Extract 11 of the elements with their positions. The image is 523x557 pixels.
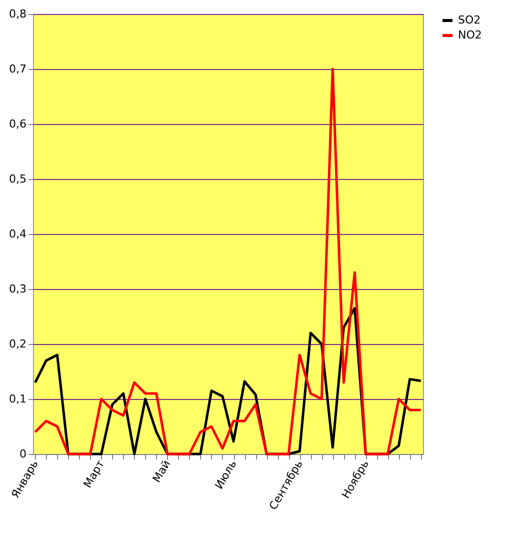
y-tick-label: 0 [20, 448, 26, 460]
legend-label: SO2 [458, 14, 481, 26]
y-tick-label: 0,4 [9, 228, 26, 240]
y-tick-label: 0,6 [9, 118, 26, 130]
y-tick-label: 0,8 [9, 8, 26, 20]
y-tick-label: 0,5 [9, 172, 26, 186]
y-tick-label: 0,7 [9, 62, 26, 76]
y-tick-label: 0,2 [9, 338, 26, 350]
y-tick-label: 0,3 [9, 282, 26, 296]
y-tick-label: 0,1 [9, 392, 26, 406]
legend-label: NO2 [458, 28, 482, 42]
